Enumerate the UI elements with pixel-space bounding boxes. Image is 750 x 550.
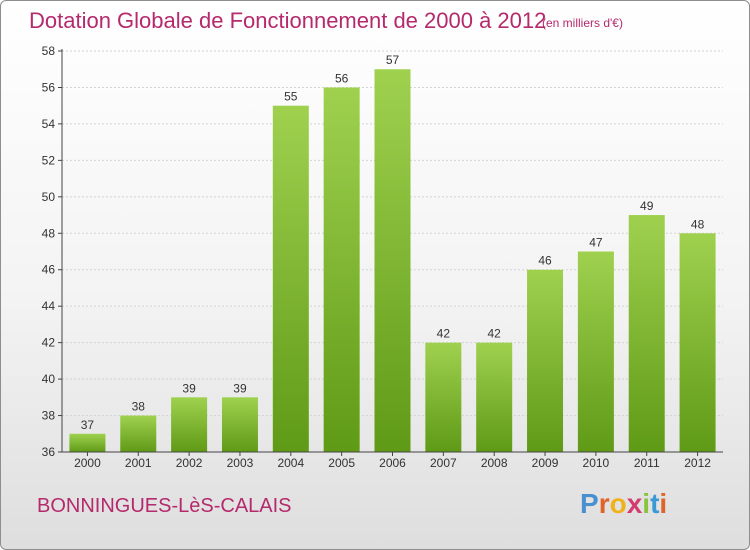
logo-letter: t	[650, 488, 660, 519]
x-tick-label-2005: 2005	[328, 456, 355, 470]
value-label-2001: 38	[132, 400, 146, 414]
bar-2002	[171, 397, 208, 452]
value-label-2004: 55	[284, 90, 298, 104]
y-tick-label: 48	[42, 226, 56, 240]
bar-2012	[679, 233, 716, 452]
labels: 36 38 40 42 44 46 48 50 52 54 56 58 37 2000 38 2001 39 20…	[42, 44, 712, 470]
value-label-2003: 39	[233, 381, 247, 395]
y-tick-label: 44	[42, 299, 56, 313]
logo-letter: r	[598, 488, 610, 519]
y-tick-label: 36	[42, 445, 56, 459]
y-tick-label: 52	[42, 153, 56, 167]
value-label-2000: 37	[81, 418, 95, 432]
y-tick-label: 54	[42, 117, 56, 131]
value-label-2010: 47	[589, 236, 603, 250]
logo-letter: i	[642, 488, 651, 519]
chart-subtitle: (en milliers d'€)	[542, 16, 623, 30]
x-tick-label-2011: 2011	[634, 456, 660, 470]
y-tick-label: 42	[42, 336, 56, 350]
bar-2009	[527, 269, 564, 452]
value-label-2007: 42	[437, 327, 451, 341]
value-label-2012: 48	[691, 217, 705, 231]
x-tick-label-2003: 2003	[227, 456, 254, 470]
logo-letter: P	[580, 488, 599, 519]
y-tick-label: 40	[42, 372, 56, 386]
logo-letter: x	[626, 488, 643, 519]
y-tick-label: 38	[42, 409, 56, 423]
x-tick-label-2007: 2007	[430, 456, 457, 470]
y-tick-label: 58	[42, 44, 56, 58]
commune-name: BONNINGUES-LèS-CALAIS	[37, 495, 292, 517]
x-tick-label-2009: 2009	[532, 456, 559, 470]
bar-2005	[323, 87, 360, 453]
x-tick-label-2008: 2008	[481, 456, 508, 470]
bar-2004	[272, 105, 309, 452]
value-label-2005: 56	[335, 71, 349, 85]
bar-2008	[476, 342, 513, 452]
logo-letter: o	[609, 488, 627, 519]
logo-letter: i	[659, 488, 668, 519]
value-label-2009: 46	[538, 254, 552, 268]
bar-2010	[577, 251, 614, 452]
bars	[69, 69, 716, 453]
bar-2007	[425, 342, 462, 452]
value-label-2008: 42	[488, 327, 502, 341]
x-tick-label-2006: 2006	[379, 456, 406, 470]
x-tick-label-2012: 2012	[684, 456, 711, 470]
bar-2001	[120, 415, 157, 452]
proxiti-logo[interactable]: Proxiti	[580, 488, 667, 520]
x-tick-label-2010: 2010	[583, 456, 610, 470]
chart-title: Dotation Globale de Fonctionnement de 20…	[29, 8, 547, 33]
bar-2006	[374, 69, 411, 453]
y-tick-label: 56	[42, 80, 56, 94]
bar-2000	[69, 433, 106, 452]
x-tick-label-2001: 2001	[125, 456, 152, 470]
value-label-2011: 49	[640, 199, 654, 213]
axes	[58, 49, 723, 456]
x-tick-label-2000: 2000	[74, 456, 101, 470]
value-label-2002: 39	[182, 381, 196, 395]
bar-2011	[628, 215, 665, 452]
bar-2003	[221, 397, 258, 452]
x-tick-label-2004: 2004	[277, 456, 304, 470]
value-label-2006: 57	[386, 53, 400, 67]
y-tick-label: 50	[42, 190, 56, 204]
y-tick-label: 46	[42, 263, 56, 277]
x-tick-label-2002: 2002	[176, 456, 203, 470]
